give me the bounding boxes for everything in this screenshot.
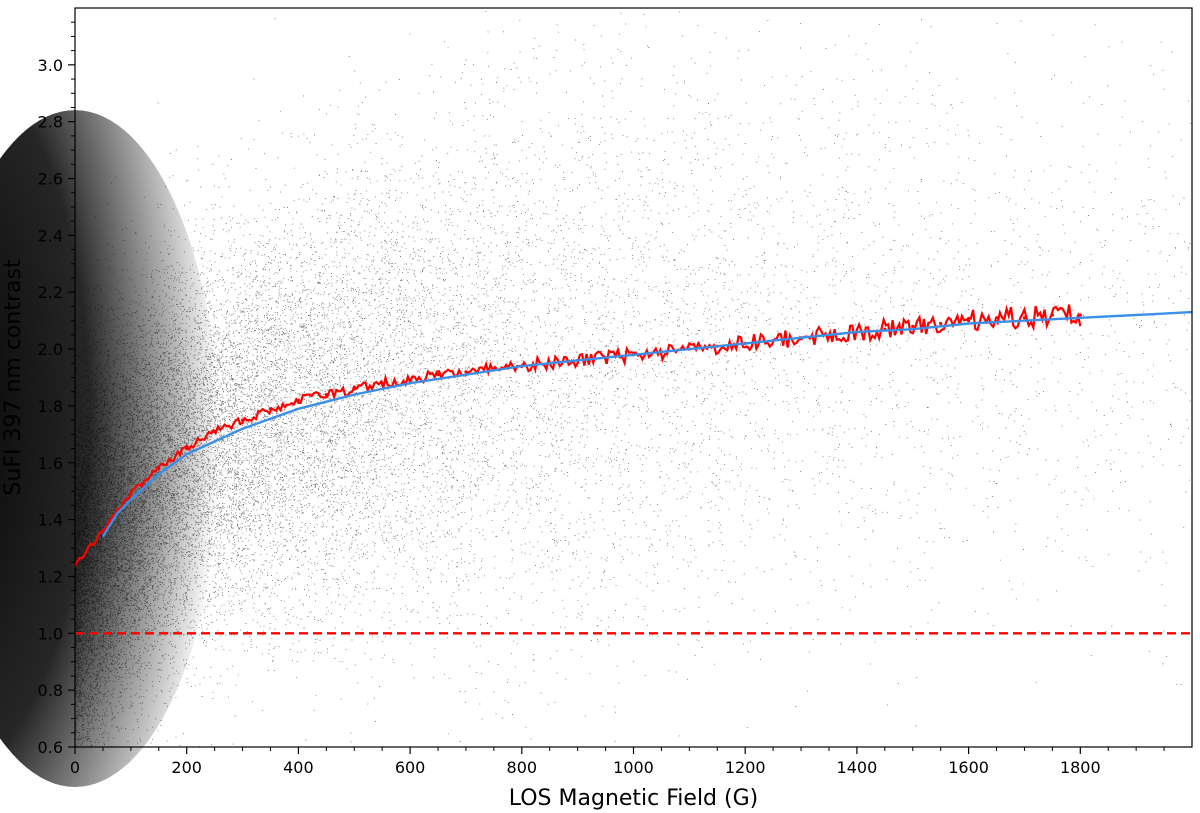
- x-axis: 0 200 400 600 800 1000 1200 1400 1600 1800: [70, 747, 1165, 777]
- scatter-points: [75, 10, 1193, 748]
- y-tick-label: 3.0: [38, 56, 63, 75]
- binned-mean-point: [324, 392, 328, 397]
- x-tick-label: 1400: [837, 758, 878, 777]
- y-tick-label: 2.2: [38, 283, 63, 302]
- scatter-dense-core: [0, 110, 221, 787]
- x-tick-label: 800: [507, 758, 538, 777]
- x-tick-label: 600: [395, 758, 426, 777]
- binned-mean-point: [185, 446, 189, 451]
- binned-mean-point: [967, 319, 971, 323]
- y-axis-label: SuFI 397 nm contrast: [1, 259, 26, 496]
- y-tick-label: 0.6: [38, 738, 63, 757]
- binned-mean-point: [436, 373, 440, 377]
- binned-mean-point: [1050, 313, 1054, 317]
- binned-mean-point: [408, 378, 412, 382]
- x-tick-label: 1800: [1060, 758, 1101, 777]
- binned-mean-point: [268, 407, 273, 411]
- y-tick-label: 2.6: [38, 170, 63, 189]
- binned-mean-line: [74, 304, 1082, 566]
- binned-mean-point: [939, 321, 943, 326]
- y-tick-label: 2.8: [38, 113, 63, 132]
- x-tick-label: 1200: [725, 758, 766, 777]
- binned-mean-point: [157, 466, 161, 471]
- y-tick-label: 1.6: [38, 454, 63, 473]
- y-tick-label: 1.0: [38, 624, 63, 643]
- binned-mean-point: [994, 316, 999, 320]
- y-tick-label: 1.2: [38, 567, 63, 586]
- binned-mean-point: [380, 381, 384, 385]
- y-axis: 0.6 0.8 1.0 1.2 1.4 1.6 1.8 2.0 2.2 2.4 2.6 2.8 3.0: [38, 21, 75, 757]
- scatter-cloud: [0, 10, 1193, 787]
- binned-mean-point: [911, 324, 915, 328]
- fit-curve: [101, 310, 1193, 538]
- binned-mean-point: [296, 398, 300, 402]
- x-axis-label: LOS Magnetic Field (G): [509, 786, 758, 811]
- binned-mean-point: [213, 429, 217, 434]
- fit-curve-layer: [101, 310, 1193, 538]
- y-tick-label: 1.8: [38, 397, 63, 416]
- binned-mean-point: [101, 529, 105, 533]
- binned-mean-point: [129, 492, 133, 496]
- binned-mean-point: [464, 370, 468, 374]
- x-tick-label: 0: [70, 758, 80, 777]
- x-tick-label: 1600: [948, 758, 989, 777]
- y-tick-label: 0.8: [38, 681, 63, 700]
- binned-mean-point: [352, 387, 356, 391]
- x-tick-label: 200: [171, 758, 202, 777]
- y-tick-label: 2.0: [38, 340, 63, 359]
- y-tick-label: 1.4: [38, 511, 63, 530]
- binned-mean-point: [1078, 313, 1082, 317]
- binned-mean-point: [1022, 316, 1027, 320]
- binned-mean-point: [240, 418, 245, 422]
- x-tick-label: 400: [283, 758, 314, 777]
- x-tick-label: 1000: [613, 758, 654, 777]
- y-tick-label: 2.4: [38, 226, 63, 245]
